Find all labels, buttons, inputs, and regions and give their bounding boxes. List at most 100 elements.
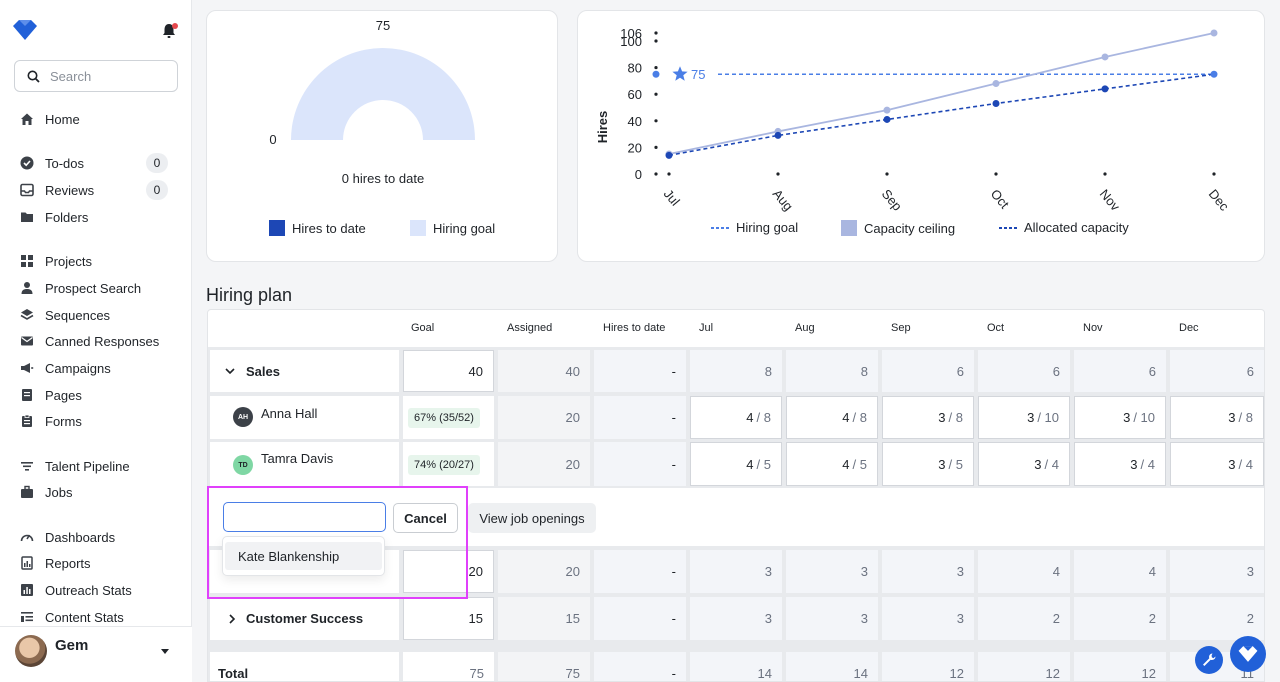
sidebar-item-talent-pipeline[interactable]: Talent Pipeline: [0, 453, 192, 479]
home-icon: [20, 112, 34, 126]
column-header: Sep: [891, 322, 911, 334]
allocated-capacity-point: [992, 100, 1000, 107]
completion-chip: 74% (20/27): [408, 455, 480, 475]
sidebar-item-label: Forms: [45, 413, 82, 429]
y-tick-label: 106: [620, 26, 642, 41]
column-header: Aug: [795, 322, 815, 334]
column-header: Oct: [987, 322, 1005, 334]
sidebar-item-projects[interactable]: Projects: [0, 248, 192, 274]
month-cell: 8: [690, 350, 782, 392]
goal-input[interactable]: 20: [403, 550, 494, 593]
allocated-capacity-point: [1101, 85, 1109, 93]
sidebar-item-reports[interactable]: Reports: [0, 550, 192, 576]
sidebar-item-todos[interactable]: To-dos 0: [0, 150, 192, 176]
goal-input[interactable]: 40: [403, 350, 494, 392]
search-input[interactable]: Search: [14, 60, 178, 92]
month-input[interactable]: 3/ 4: [978, 442, 1070, 486]
sidebar-item-dashboards[interactable]: Dashboards: [0, 524, 192, 550]
month-cell: 3: [882, 597, 974, 640]
sidebar-item-label: Reports: [45, 555, 91, 571]
table-row-tamra-davis[interactable]: TD Tamra Davis: [210, 442, 399, 486]
sidebar-item-home[interactable]: Home: [0, 106, 192, 132]
legend-allocated-capacity[interactable]: Allocated capacity: [999, 220, 1129, 235]
month-count: 4: [746, 410, 754, 425]
sidebar-item-pages[interactable]: Pages: [0, 382, 192, 408]
sidebar-item-label: Sequences: [45, 307, 111, 323]
sidebar-item-sequences[interactable]: Sequences: [0, 302, 192, 328]
sidebar-item-label: Reviews: [45, 182, 95, 198]
month-input[interactable]: 4/ 5: [690, 442, 782, 486]
table-row-sales[interactable]: Sales: [210, 350, 399, 392]
y-tick-dot: [654, 119, 658, 123]
chevron-down-icon[interactable]: [224, 365, 236, 377]
month-input[interactable]: 3/ 4: [1074, 442, 1166, 486]
wrench-button[interactable]: [1195, 646, 1223, 674]
sidebar-item-folders[interactable]: Folders: [0, 204, 192, 230]
month-capacity: / 8: [756, 410, 771, 425]
month-input[interactable]: 4/ 8: [690, 396, 782, 439]
sidebar-item-outreach-stats[interactable]: Outreach Stats: [0, 577, 192, 603]
month-cell: 6: [1170, 350, 1264, 392]
goal-star-label: 75: [691, 67, 705, 82]
gem-logo-icon[interactable]: [11, 19, 39, 41]
month-cell: 6: [1074, 350, 1166, 392]
sidebar-item-forms[interactable]: Forms: [0, 408, 192, 434]
month-input[interactable]: 3/ 10: [1074, 396, 1166, 439]
sidebar-item-label: Canned Responses: [45, 333, 160, 349]
month-cell: 2: [1170, 597, 1264, 640]
table-row-anna-hall[interactable]: AH Anna Hall: [210, 396, 399, 439]
capacity-ceiling-point: [1101, 53, 1109, 61]
month-input[interactable]: 3/ 5: [882, 442, 974, 486]
month-count: 3: [1123, 410, 1131, 425]
month-input[interactable]: 4/ 8: [786, 396, 878, 439]
month-cell: 2: [1074, 597, 1166, 640]
month-input[interactable]: 4/ 5: [786, 442, 878, 486]
chevron-right-icon[interactable]: [226, 613, 238, 625]
column-header: Goal: [411, 322, 435, 334]
goal-star-marker: [672, 66, 688, 81]
user-name: Gem: [55, 637, 89, 654]
cancel-button[interactable]: Cancel: [393, 503, 458, 533]
total-goal: 75: [403, 652, 494, 681]
sidebar-item-label: Folders: [45, 209, 89, 225]
month-input[interactable]: 3/ 10: [978, 396, 1070, 439]
allocated-capacity-point: [883, 115, 891, 123]
total-month: 12: [1074, 652, 1166, 681]
sidebar-item-content-stats[interactable]: Content Stats: [0, 604, 192, 630]
gauge-goal-arc: [291, 48, 475, 140]
user-menu[interactable]: Gem: [0, 626, 192, 682]
reviews-count-badge: 0: [146, 180, 168, 200]
recruiter-name: Anna Hall: [261, 406, 318, 421]
month-count: 4: [746, 456, 754, 472]
month-cell: 3: [786, 597, 878, 640]
month-capacity: / 8: [1238, 410, 1253, 425]
hires-cell: -: [594, 597, 686, 640]
avatar: TD: [233, 455, 253, 475]
legend-hiring-goal-line[interactable]: Hiring goal: [711, 220, 798, 235]
sidebar-item-campaigns[interactable]: Campaigns: [0, 355, 192, 381]
legend-capacity-ceiling[interactable]: Capacity ceiling: [841, 220, 955, 236]
megaphone-icon: [20, 361, 34, 375]
month-count: 4: [842, 410, 850, 425]
notification-dot: [172, 23, 178, 29]
recruiter-search-input[interactable]: [223, 502, 386, 532]
team-name: Customer Success: [246, 611, 364, 626]
sidebar-item-jobs[interactable]: Jobs: [0, 479, 192, 505]
hires-cell: -: [594, 350, 686, 392]
gem-assistant-button[interactable]: [1230, 636, 1266, 672]
total-assigned: 75: [498, 652, 590, 681]
suggestion-item[interactable]: Kate Blankenship: [225, 542, 382, 570]
view-job-openings-button[interactable]: View job openings: [468, 503, 596, 533]
month-cell: 3: [882, 550, 974, 593]
sidebar-item-reviews[interactable]: Reviews 0: [0, 177, 192, 203]
sidebar-item-prospect-search[interactable]: Prospect Search: [0, 275, 192, 301]
legend-hiring-goal[interactable]: Hiring goal: [410, 220, 495, 236]
goal-input[interactable]: 15: [403, 597, 494, 640]
month-input[interactable]: 3/ 8: [1170, 396, 1264, 439]
month-input[interactable]: 3/ 8: [882, 396, 974, 439]
legend-hires-to-date[interactable]: Hires to date: [269, 220, 366, 236]
sidebar-item-canned-responses[interactable]: Canned Responses: [0, 328, 192, 354]
month-input[interactable]: 3/ 4: [1170, 442, 1264, 486]
table-row-customer-success[interactable]: Customer Success: [210, 597, 399, 640]
